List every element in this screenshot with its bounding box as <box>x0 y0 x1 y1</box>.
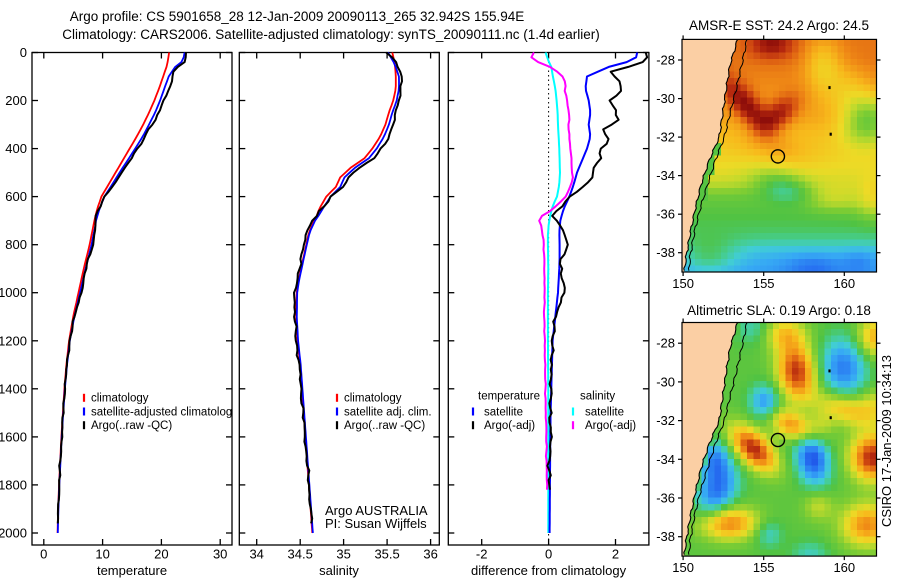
svg-text:34: 34 <box>249 547 263 562</box>
svg-text:satellite adj. clim.: satellite adj. clim. <box>344 406 432 418</box>
svg-text:Argo(..raw -QC): Argo(..raw -QC) <box>91 420 172 432</box>
svg-text:Argo(..raw -QC): Argo(..raw -QC) <box>344 420 425 432</box>
svg-text:-38: -38 <box>656 529 675 544</box>
svg-text:600: 600 <box>5 189 27 204</box>
svg-text:salinity: salinity <box>319 563 359 578</box>
svg-text:PI: Susan Wijffels: PI: Susan Wijffels <box>325 516 427 531</box>
svg-text:Argo(-adj): Argo(-adj) <box>585 420 636 432</box>
svg-text:-30: -30 <box>656 91 675 106</box>
svg-text:1400: 1400 <box>0 381 27 396</box>
svg-text:satellite: satellite <box>585 406 624 418</box>
svg-text:160: 160 <box>833 560 855 575</box>
svg-text:150: 150 <box>672 560 694 575</box>
svg-text:155: 155 <box>753 276 775 291</box>
svg-text:Altimetric SLA: 0.19 Argo: 0.1: Altimetric SLA: 0.19 Argo: 0.18 <box>687 303 871 318</box>
svg-text:-28: -28 <box>656 53 675 68</box>
svg-text:1600: 1600 <box>0 429 27 444</box>
svg-text:0: 0 <box>545 547 552 562</box>
svg-text:AMSR-E SST: 24.2 Argo: 24.5: AMSR-E SST: 24.2 Argo: 24.5 <box>689 18 869 33</box>
svg-text:35.5: 35.5 <box>374 547 399 562</box>
svg-text:satellite: satellite <box>484 406 523 418</box>
svg-text:155: 155 <box>753 560 775 575</box>
svg-text:Argo profile: CS 5901658_28 12: Argo profile: CS 5901658_28 12-Jan-2009 … <box>70 9 525 24</box>
svg-text:36: 36 <box>423 547 437 562</box>
svg-text:Argo(-adj): Argo(-adj) <box>484 420 535 432</box>
svg-text:climatology: climatology <box>344 393 402 405</box>
svg-text:150: 150 <box>672 276 694 291</box>
svg-text:30: 30 <box>213 547 227 562</box>
svg-text:2: 2 <box>612 547 619 562</box>
svg-text:400: 400 <box>5 141 27 156</box>
svg-text:34.5: 34.5 <box>288 547 313 562</box>
svg-text:10: 10 <box>95 547 109 562</box>
svg-text:temperature: temperature <box>478 391 540 403</box>
svg-text:-34: -34 <box>656 168 675 183</box>
svg-text:35: 35 <box>336 547 350 562</box>
svg-text:-32: -32 <box>656 130 675 145</box>
svg-text:salinity: salinity <box>580 391 615 403</box>
svg-text:160: 160 <box>833 276 855 291</box>
svg-text:200: 200 <box>5 93 27 108</box>
svg-text:1000: 1000 <box>0 285 27 300</box>
svg-text:-38: -38 <box>656 245 675 260</box>
svg-text:2000: 2000 <box>0 526 27 541</box>
svg-text:-32: -32 <box>656 413 675 428</box>
svg-text:20: 20 <box>154 547 168 562</box>
svg-text:1800: 1800 <box>0 477 27 492</box>
svg-text:-36: -36 <box>656 207 675 222</box>
svg-text:-28: -28 <box>656 336 675 351</box>
svg-text:temperature: temperature <box>97 563 167 578</box>
svg-text:1200: 1200 <box>0 333 27 348</box>
svg-text:Argo AUSTRALIA: Argo AUSTRALIA <box>325 503 428 518</box>
svg-text:difference from climatology: difference from climatology <box>471 563 627 578</box>
svg-text:-2: -2 <box>476 547 488 562</box>
svg-text:800: 800 <box>5 237 27 252</box>
svg-text:Climatology: CARS2006. Satelli: Climatology: CARS2006. Satellite-adjuste… <box>62 27 600 42</box>
svg-text:0: 0 <box>20 45 27 60</box>
svg-text:0: 0 <box>40 547 47 562</box>
svg-text:-34: -34 <box>656 452 675 467</box>
svg-text:satellite-adjusted climatolog: satellite-adjusted climatolog <box>91 406 232 418</box>
svg-text:climatology: climatology <box>91 393 149 405</box>
svg-text:-36: -36 <box>656 491 675 506</box>
svg-text:-30: -30 <box>656 374 675 389</box>
svg-text:CSIRO 17-Jan-2009 10:34:13: CSIRO 17-Jan-2009 10:34:13 <box>879 355 894 527</box>
